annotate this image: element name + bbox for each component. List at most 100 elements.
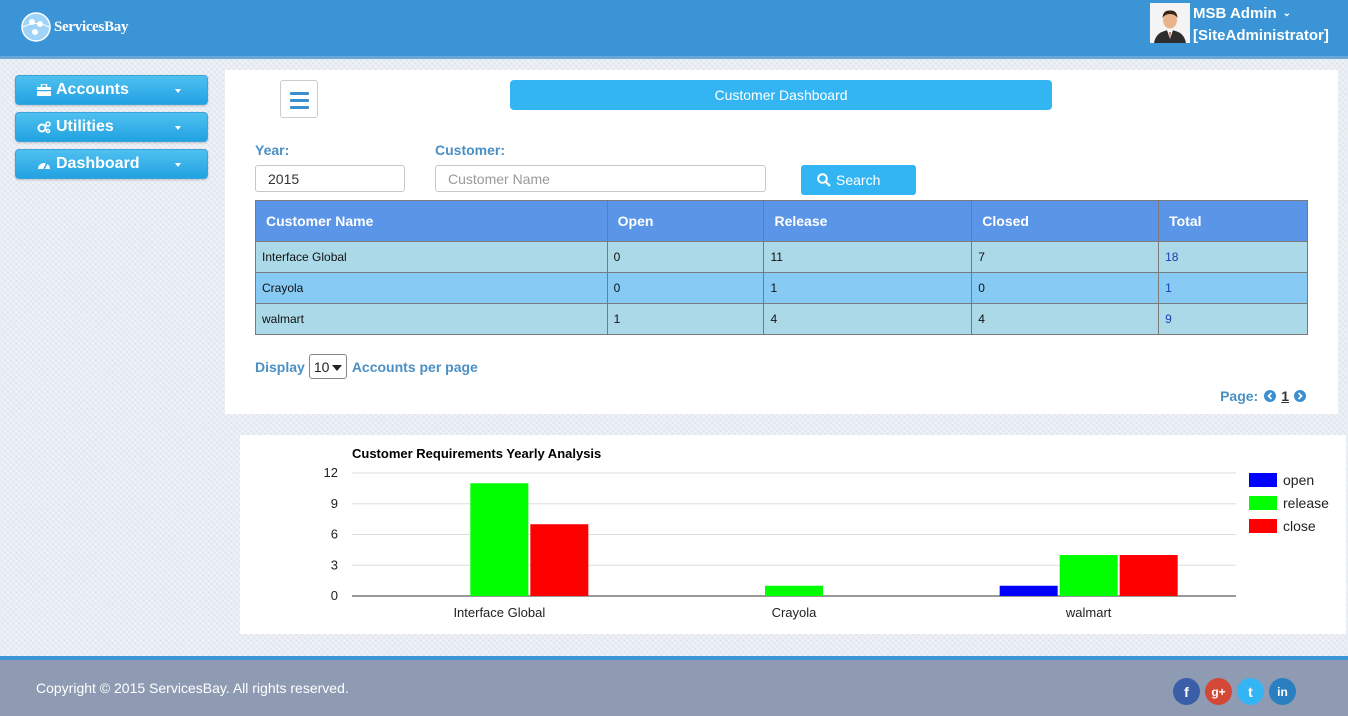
copyright-text: Copyright © 2015 ServicesBay. All rights… [36,680,349,696]
table-row[interactable]: walmart 1 4 4 9 [255,303,1308,335]
customer-dashboard-panel: Customer Dashboard Year: Customer: Searc… [225,70,1338,414]
sidebar-item-label: Accounts [56,81,129,98]
customer-label: Customer: [435,142,506,158]
user-role: [SiteAdministrator] [1193,27,1329,44]
legend-swatch [1249,519,1277,533]
caret-down-icon [175,126,181,130]
page-label: Page: [1220,388,1259,404]
facebook-glyph: f [1184,683,1189,700]
year-label: Year: [255,142,290,158]
user-menu[interactable]: MSB Admin ⌄ [SiteAdministrator] [1150,3,1329,47]
y-tick-label: 0 [331,588,338,603]
cell-total: 18 [1158,241,1308,273]
table-row[interactable]: Crayola 0 1 0 1 [255,272,1308,304]
cell-release: 11 [763,241,973,273]
globe-icon [21,12,51,42]
search-button[interactable]: Search [801,165,916,195]
per-page-value: 10 [313,358,330,375]
cell-customer-name: walmart [255,303,608,335]
x-tick-label: Crayola [772,605,818,620]
cell-total: 1 [1158,272,1308,304]
sidebar-item-accounts[interactable]: Accounts [15,75,208,105]
sidebar-item-label: Dashboard [56,155,140,172]
sidebar-item-utilities[interactable]: Utilities [15,112,208,142]
x-tick-label: walmart [1065,605,1112,620]
chart-title: Customer Requirements Yearly Analysis [352,446,601,461]
display-label: Display [255,358,305,375]
y-tick-label: 9 [331,496,338,511]
brand-name: ServicesBay [54,18,129,35]
cell-release: 4 [763,303,973,335]
legend-label: open [1283,472,1314,488]
legend-swatch [1249,496,1277,510]
column-header[interactable]: Release [763,200,973,242]
bar-close [530,524,589,596]
prev-page-icon[interactable] [1264,390,1277,402]
footer: Copyright © 2015 ServicesBay. All rights… [0,656,1348,716]
column-header[interactable]: Open [606,200,765,242]
sidebar-item-dashboard[interactable]: Dashboard [15,149,208,179]
brand-logo[interactable]: ServicesBay [20,9,128,45]
y-tick-label: 6 [331,527,338,542]
caret-down-icon [175,89,181,93]
twitter-glyph: t [1248,683,1253,700]
bar-release [470,483,529,596]
chevron-down-icon [331,365,342,371]
per-page-control: Display 10 Accounts per page [255,354,478,379]
bar-release [765,585,823,596]
x-tick-label: Interface Global [453,605,545,620]
cell-customer-name: Crayola [255,272,608,304]
chevron-down-icon[interactable]: ⌄ [1282,8,1291,19]
cell-customer-name: Interface Global [255,241,608,273]
twitter-icon[interactable]: t [1237,678,1264,705]
cell-closed: 7 [971,241,1160,273]
per-page-select[interactable]: 10 [308,354,347,379]
linkedin-icon[interactable]: in [1269,678,1296,705]
pagination: Page: 1 [1220,388,1309,404]
chart-panel: Customer Requirements Yearly Analysis 0 3 6… [240,435,1346,634]
cell-closed: 0 [971,272,1160,304]
legend-label: close [1283,518,1316,534]
menu-toggle-button[interactable] [280,80,318,118]
current-page-link[interactable]: 1 [1281,388,1289,404]
cell-open: 0 [606,272,765,304]
top-header: ServicesBay MSB Admin ⌄ [SiteAdministrato… [0,0,1348,59]
caret-down-icon [175,163,181,167]
cell-release: 1 [763,272,973,304]
y-tick-label: 3 [331,557,338,572]
cell-total: 9 [1158,303,1308,335]
bar-open [999,585,1058,596]
bar-release [1059,555,1118,596]
legend-swatch [1249,473,1277,487]
linkedin-glyph: in [1277,684,1288,699]
customer-search-input[interactable] [435,165,766,192]
bar-close [1119,555,1178,596]
customer-table: Customer Name Open Release Closed Total … [255,200,1308,335]
y-tick-label: 12 [324,465,338,480]
search-icon [817,173,831,187]
next-page-icon[interactable] [1294,390,1306,402]
google-plus-icon[interactable]: g+ [1205,678,1232,705]
sidebar-item-label: Utilities [56,118,114,135]
column-header[interactable]: Total [1158,200,1308,242]
column-header[interactable]: Customer Name [255,200,608,242]
cell-closed: 4 [971,303,1160,335]
google-plus-glyph: g+ [1211,684,1226,699]
per-page-suffix: Accounts per page [351,358,478,375]
table-row[interactable]: Interface Global 0 11 7 18 [255,241,1308,273]
user-name: MSB Admin [1193,5,1277,22]
bar-chart: Customer Requirements Yearly Analysis 0 3 6… [324,446,1330,620]
briefcase-icon [37,83,51,97]
page-title: Customer Dashboard [510,80,1052,110]
year-field[interactable] [255,165,405,192]
dashboard-icon [37,157,51,171]
avatar [1150,3,1190,43]
search-button-label: Search [836,172,881,188]
cell-open: 0 [606,241,765,273]
facebook-icon[interactable]: f [1173,678,1200,705]
cogs-icon [37,120,51,134]
cell-open: 1 [606,303,765,335]
table-header-row: Customer Name Open Release Closed Total [255,200,1308,242]
column-header[interactable]: Closed [971,200,1160,242]
legend-label: release [1283,495,1329,511]
